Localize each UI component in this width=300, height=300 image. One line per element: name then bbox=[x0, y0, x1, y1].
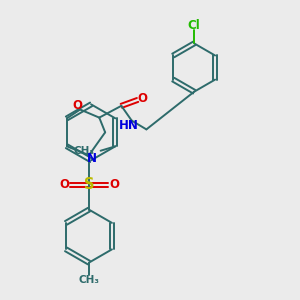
Text: CH₃: CH₃ bbox=[79, 275, 100, 285]
Text: O: O bbox=[109, 178, 119, 191]
Text: O: O bbox=[72, 99, 82, 112]
Text: Cl: Cl bbox=[188, 19, 200, 32]
Text: O: O bbox=[59, 178, 69, 191]
Text: S: S bbox=[84, 177, 94, 192]
Text: CH₃: CH₃ bbox=[73, 146, 94, 156]
Text: O: O bbox=[137, 92, 147, 105]
Text: N: N bbox=[87, 152, 97, 165]
Text: HN: HN bbox=[119, 119, 139, 132]
